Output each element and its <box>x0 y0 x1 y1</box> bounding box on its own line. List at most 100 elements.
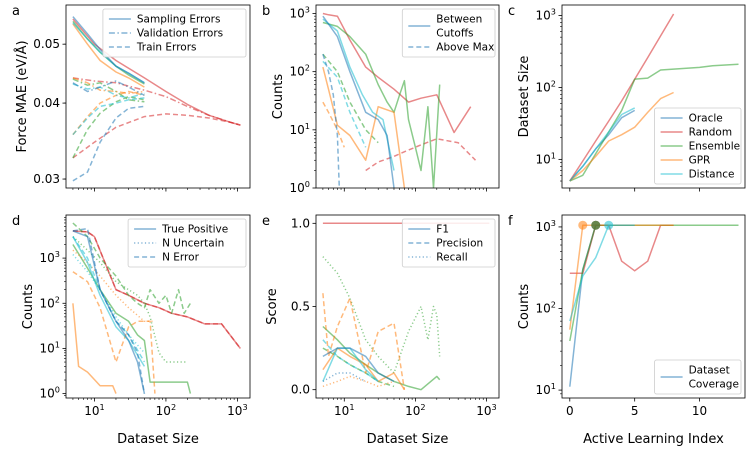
legend-label-e-1: Precision <box>436 238 483 250</box>
legend-label-d-1: N Uncertain <box>162 238 224 250</box>
series-a-distance-validation <box>72 83 145 99</box>
y-tick-label-d-0: 100 <box>40 385 60 401</box>
panel-d: 101 102 103 100 101 102 103 Dataset Size Counts d… <box>12 214 251 447</box>
legend-c: Oracle Random Ensemble GPR Distance <box>654 107 742 185</box>
panel-label-f: f <box>508 214 513 229</box>
legend-label-f-0-0: Dataset <box>689 365 730 377</box>
axes-frame-b <box>315 4 500 189</box>
x-tick-label-e-2: 103 <box>476 402 496 418</box>
y-tick-label-c-0: 101 <box>536 150 556 166</box>
legend-label-c-2: Ensemble <box>689 141 741 153</box>
marker-gpr-full-coverage <box>578 220 588 230</box>
panel-b: 100 101 102 103 Counts b Between Cutoffs Above M… <box>262 4 500 195</box>
series-a-distance-train <box>72 97 145 136</box>
y-axis-label-c: Dataset Size <box>517 56 532 138</box>
y-tick-label-f-2: 103 <box>536 218 556 234</box>
legend-label-c-0: Oracle <box>689 113 723 125</box>
series-group-d <box>72 222 241 394</box>
y-tick-label-d-2: 102 <box>40 294 60 310</box>
legend-label-f-0-1: Coverage <box>689 379 739 391</box>
series-a-oracle-train <box>72 105 145 182</box>
legend-box <box>102 8 247 58</box>
series-group-c <box>569 13 739 182</box>
series-a-gpr-sampling <box>72 23 145 88</box>
series-a-ensemble-validation <box>72 78 145 103</box>
legend-label-c-4: Distance <box>689 169 735 181</box>
x-tick-label-d-1: 102 <box>156 402 176 418</box>
series-d-oracle-error <box>72 227 146 394</box>
axes-frame-a <box>65 4 251 189</box>
y-tick-label-a-1: 0.04 <box>33 96 60 110</box>
x-tick-label-f-0: 0 <box>566 404 574 418</box>
x-tick-label-e-1: 102 <box>405 402 425 418</box>
x-tick-label-f-1: 5 <box>631 404 639 418</box>
series-d-gpr-true-positive <box>72 303 117 394</box>
series-c-random <box>569 13 675 182</box>
series-d-distance-uncertain <box>72 254 145 354</box>
legend-box <box>127 218 247 268</box>
y-tick-label-c-2: 103 <box>536 7 556 23</box>
legend-label-a-0: Sampling Errors <box>137 14 221 26</box>
series-b-random-above <box>365 138 477 172</box>
panel-label-c: c <box>508 4 515 19</box>
legend-label-e-0: F1 <box>436 224 449 236</box>
legend-box <box>401 218 496 268</box>
series-b-oracle-above <box>322 53 341 188</box>
series-e-ensemble-precision <box>322 347 395 388</box>
y-tick-label-e-1: 0.5 <box>291 300 310 314</box>
y-tick-label-b-0: 100 <box>290 179 310 195</box>
legend-label-b-0-1: Cutoffs <box>436 28 473 40</box>
legend-a: Sampling Errors Validation Errors Train Er… <box>102 8 247 58</box>
series-a-ensemble-train <box>72 95 145 159</box>
legend-box <box>654 107 742 185</box>
legend-e: F1 Precision Recall <box>401 218 496 268</box>
series-a-oracle-validation <box>72 80 145 96</box>
series-a-gpr-validation <box>72 77 145 95</box>
legend-box <box>654 359 742 395</box>
series-b-gpr-between <box>322 66 406 188</box>
series-f-gpr <box>569 224 674 330</box>
series-c-gpr <box>569 91 674 182</box>
series-b-distance-between <box>322 18 395 171</box>
legend-box <box>401 8 496 58</box>
series-d-distance-true-positive <box>72 236 146 367</box>
legend-label-a-1: Validation Errors <box>137 28 223 40</box>
series-d-gpr-error <box>72 271 156 394</box>
series-d-random-true-positive <box>72 230 241 349</box>
y-tick-label-f-1: 102 <box>536 300 556 316</box>
y-tick-label-d-1: 101 <box>40 339 60 355</box>
legend-label-b-1: Above Max <box>436 42 494 54</box>
axes-frame-c <box>561 4 746 189</box>
y-axis-label-f: Counts <box>517 284 532 330</box>
x-tick-label-e-0: 101 <box>334 402 354 418</box>
y-tick-label-c-1: 102 <box>536 78 556 94</box>
axes-frame-d <box>65 214 251 399</box>
legend-label-c-1: Random <box>689 127 732 139</box>
legend-b: Between Cutoffs Above Max <box>401 8 496 58</box>
series-e-ensemble-recall <box>322 256 441 374</box>
axes-frame-f <box>561 214 746 399</box>
y-tick-label-e-2: 1.0 <box>291 216 310 230</box>
y-axis-label-e: Score <box>265 288 280 324</box>
series-a-gpr-train <box>72 90 145 136</box>
y-tick-label-a-0: 0.03 <box>33 172 60 186</box>
series-b-gpr-above <box>322 101 345 148</box>
y-tick-label-a-2: 0.05 <box>33 37 60 51</box>
series-b-random-between <box>322 12 472 134</box>
series-group-e <box>322 222 490 391</box>
panel-label-d: d <box>12 214 20 229</box>
y-tick-label-b-3: 103 <box>290 4 310 20</box>
y-tick-label-f-0: 101 <box>536 381 556 397</box>
series-a-random-train <box>72 113 241 159</box>
series-a-random-sampling <box>72 18 241 126</box>
y-tick-label-b-1: 101 <box>290 121 310 137</box>
series-f-random <box>569 224 674 275</box>
legend-label-e-2: Recall <box>436 252 467 264</box>
series-e-oracle-recall <box>322 372 367 383</box>
y-axis-label-a: Force MAE (eV/Å) <box>14 40 30 152</box>
marker-distance-full-coverage <box>604 220 614 230</box>
marker-ensemble-full-coverage <box>591 220 601 230</box>
x-axis-label-e: Dataset Size <box>367 432 449 447</box>
